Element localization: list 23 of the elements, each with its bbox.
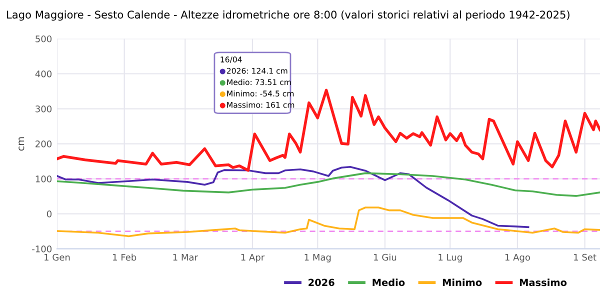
x-tick-label: 1 Apr: [241, 254, 265, 262]
x-tick-label: 1 Mar: [173, 254, 198, 261]
x-tick-label: 1 Gen: [44, 254, 70, 261]
x-tick-label: 1 Feb: [113, 254, 136, 261]
x-tick-label: 1 Ago: [505, 254, 530, 262]
y-tick-label: 100: [36, 176, 52, 182]
y-tick-label: 300: [36, 106, 52, 112]
line-series: [57, 172, 600, 197]
chart-title: Lago Maggiore - Sesto Calende - Altezze idrometriche ore 8:00 (valori storici relativi al periodo 1942-2025): [7, 10, 570, 21]
x-tick-label: 1 Mag: [304, 254, 331, 262]
x-tick-label: 1 Giu: [374, 254, 396, 261]
y-tick-label: 200: [36, 140, 52, 148]
legend-label: Medio: [372, 278, 405, 286]
legend-label: Massimo: [520, 278, 567, 286]
x-tick-label: 1 Lug: [438, 254, 462, 262]
x-tick-label: 1 Set: [574, 254, 596, 261]
legend-label: 2026: [308, 278, 334, 286]
y-tick-label: 400: [35, 70, 52, 78]
y-tick-label: -100: [32, 246, 52, 252]
legend-label: Minimo: [442, 278, 482, 286]
y-axis-title: cm: [18, 137, 24, 151]
y-tick-label: 0: [46, 210, 52, 218]
y-tick-label: 500: [36, 35, 52, 42]
